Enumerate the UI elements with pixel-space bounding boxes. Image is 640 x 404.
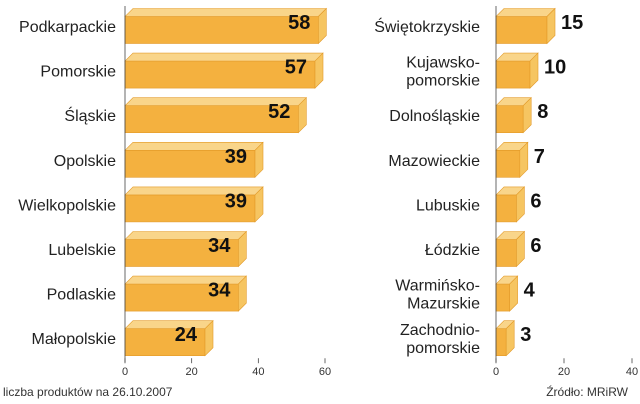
right-category-label-5: Łódzkie [425, 242, 480, 259]
left-bar-side-7 [204, 319, 214, 357]
left-value-label-5: 34 [208, 235, 231, 257]
right-category-label-3: Mazowieckie [388, 153, 480, 170]
right-category-label-7-1: pomorskie [406, 340, 480, 357]
right-tick-label-2: 40 [626, 366, 638, 378]
left-bar-0 [124, 16, 319, 44]
left-bar-7 [124, 328, 206, 357]
right-value-label-6: 4 [524, 280, 536, 302]
left-bar-side-6 [238, 275, 247, 312]
right-value-label-3: 7 [534, 146, 545, 168]
right-category-label-6-0: Warmińsko- [395, 278, 480, 295]
right-value-label-0: 15 [561, 12, 583, 34]
right-value-label-5: 6 [530, 235, 541, 257]
right-bar-6 [495, 283, 510, 312]
right-category-label-2: Dolnośląskie [389, 108, 480, 125]
left-bar-side-3 [254, 141, 264, 179]
right-bar-side-2 [522, 96, 532, 134]
right-value-label-1: 10 [544, 57, 566, 79]
footer-note: liczba produktów na 26.10.2007 [3, 385, 173, 399]
left-category-label-6: Podlaskie [47, 287, 116, 304]
left-bar-4 [124, 194, 256, 223]
left-bar-side-4 [254, 186, 264, 223]
left-category-label-7: Małopolskie [32, 331, 117, 348]
left-tick-label-1: 20 [186, 366, 198, 378]
left-category-label-5: Lubelskie [48, 242, 116, 259]
left-category-label-2: Śląskie [64, 106, 116, 125]
right-category-label-6-1: Mazurskie [407, 296, 480, 313]
right-value-label-7: 3 [520, 324, 531, 346]
right-bar-3 [495, 150, 521, 178]
right-tick-label-0: 0 [493, 366, 499, 378]
left-value-label-4: 39 [225, 190, 247, 212]
right-bar-side-6 [509, 275, 518, 312]
left-bar-side-1 [314, 52, 324, 89]
left-category-label-4: Wielkopolskie [18, 197, 116, 214]
left-bar-6 [124, 283, 239, 312]
left-bar-top-7 [124, 320, 214, 330]
right-bar-top-0 [495, 8, 556, 17]
right-bar-side-1 [529, 52, 539, 89]
left-category-label-0: Podkarpackie [19, 19, 116, 36]
left-bar-side-0 [318, 7, 327, 45]
left-value-label-1: 57 [285, 57, 307, 79]
right-bar-5 [495, 239, 517, 267]
left-value-label-3: 39 [225, 146, 247, 168]
left-bar-5 [124, 239, 239, 267]
right-tick-label-1: 20 [558, 366, 570, 378]
left-category-label-3: Opolskie [54, 153, 116, 170]
right-bar-side-0 [546, 7, 556, 45]
right-category-label-0: Świętokrzyskie [374, 17, 480, 36]
left-bar-side-5 [238, 230, 247, 268]
left-value-label-7: 24 [175, 324, 198, 346]
left-tick-label-3: 60 [319, 366, 331, 378]
right-bar-side-3 [519, 141, 529, 179]
right-bar-0 [495, 16, 548, 44]
right-category-label-7-0: Zachodnio- [400, 322, 480, 339]
left-value-label-0: 58 [288, 12, 310, 34]
right-bar-side-5 [516, 230, 525, 268]
left-category-label-1: Pomorskie [40, 64, 116, 81]
left-bar-3 [124, 150, 256, 178]
right-value-label-2: 8 [537, 101, 548, 123]
right-bar-side-7 [505, 319, 515, 357]
right-category-label-1-1: pomorskie [406, 73, 480, 90]
source-note: Źródło: MRiRW [546, 385, 628, 399]
right-value-label-4: 6 [530, 190, 541, 212]
right-bar-side-4 [516, 186, 525, 223]
right-bar-4 [495, 194, 517, 223]
right-bar-1 [495, 60, 531, 89]
left-tick-label-2: 40 [252, 366, 264, 378]
left-value-label-2: 52 [268, 101, 290, 123]
left-bar-side-2 [298, 96, 307, 134]
right-bar-7 [495, 328, 507, 357]
right-category-label-4: Lubuskie [416, 197, 480, 214]
left-value-label-6: 34 [208, 280, 231, 302]
right-category-label-1-0: Kujawsko- [406, 55, 480, 72]
right-bar-2 [495, 105, 524, 133]
left-tick-label-0: 0 [122, 366, 128, 378]
